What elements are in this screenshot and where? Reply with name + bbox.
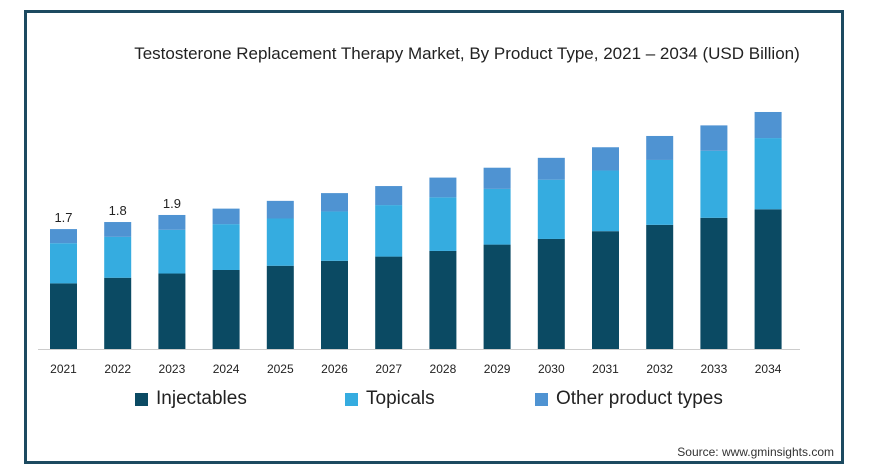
bar-topicals-2022: [104, 236, 132, 278]
bar-topicals-2028: [429, 197, 457, 251]
bar-topicals-2025: [266, 218, 294, 266]
bar-other-product-types-2027: [375, 186, 403, 206]
bar-other-product-types-2022: [104, 222, 132, 237]
x-tick-label-2033: 2033: [701, 362, 728, 376]
x-tick-label-2022: 2022: [104, 362, 131, 376]
x-tick-label-2025: 2025: [267, 362, 294, 376]
legend-item-other: Other product types: [535, 388, 723, 410]
bar-injectables-2034: [754, 209, 782, 349]
bar-injectables-2027: [375, 256, 403, 349]
chart-title: Testosterone Replacement Therapy Market,…: [134, 44, 800, 63]
bar-other-product-types-2026: [321, 193, 348, 212]
bar-injectables-2022: [104, 277, 132, 349]
legend-label-injectables: Injectables: [156, 388, 247, 409]
legend-item-topicals: Topicals: [345, 388, 435, 410]
x-tick-label-2023: 2023: [159, 362, 186, 376]
bar-other-product-types-2029: [483, 167, 511, 189]
bar-injectables-2032: [646, 224, 674, 349]
x-tick-label-2026: 2026: [321, 362, 348, 376]
bar-topicals-2027: [375, 205, 403, 257]
x-tick-label-2028: 2028: [430, 362, 457, 376]
x-tick-label-2031: 2031: [592, 362, 619, 376]
bar-other-product-types-2034: [754, 111, 782, 139]
bar-topicals-2034: [754, 138, 782, 210]
bar-topicals-2030: [537, 179, 565, 239]
bar-topicals-2023: [158, 229, 186, 274]
data-label-2023: 1.9: [163, 196, 181, 211]
x-tick-label-2021: 2021: [50, 362, 77, 376]
x-tick-label-2029: 2029: [484, 362, 511, 376]
legend-swatch-injectables: [135, 392, 148, 406]
bar-other-product-types-2025: [266, 200, 294, 219]
bar-injectables-2028: [429, 250, 457, 349]
data-label-2022: 1.8: [109, 203, 127, 218]
bar-injectables-2029: [483, 244, 511, 349]
x-tick-label-2032: 2032: [646, 362, 673, 376]
bar-other-product-types-2023: [158, 214, 186, 230]
legend-item-injectables: Injectables: [135, 388, 247, 410]
bar-other-product-types-2032: [646, 135, 674, 160]
data-label-2021: 1.7: [54, 210, 72, 225]
bar-topicals-2024: [212, 224, 240, 270]
bar-injectables-2031: [592, 231, 619, 349]
legend: Injectables Topicals Other product types: [0, 388, 894, 412]
bar-other-product-types-2030: [537, 157, 565, 180]
bar-injectables-2033: [700, 217, 728, 349]
source-note: Source: www.gminsights.com: [677, 445, 834, 459]
bar-other-product-types-2031: [592, 147, 619, 171]
x-tick-label-2034: 2034: [755, 362, 782, 376]
bar-injectables-2023: [158, 273, 186, 349]
legend-label-other: Other product types: [556, 388, 723, 409]
bar-injectables-2021: [50, 283, 77, 349]
x-tick-label-2024: 2024: [213, 362, 240, 376]
bar-injectables-2026: [321, 260, 348, 349]
bar-injectables-2030: [537, 238, 565, 349]
bar-topicals-2033: [700, 150, 728, 218]
bar-topicals-2021: [50, 243, 77, 284]
x-tick-label-2027: 2027: [375, 362, 402, 376]
bar-topicals-2026: [321, 211, 348, 261]
bar-other-product-types-2024: [212, 208, 240, 225]
x-tick-label-2030: 2030: [538, 362, 565, 376]
bar-topicals-2032: [646, 159, 674, 225]
bar-other-product-types-2021: [50, 229, 77, 244]
legend-swatch-topicals: [345, 392, 358, 406]
bar-injectables-2024: [212, 269, 240, 349]
bar-other-product-types-2033: [700, 125, 728, 151]
legend-swatch-other: [535, 392, 548, 406]
bar-topicals-2031: [592, 170, 619, 232]
bar-topicals-2029: [483, 188, 511, 245]
bar-other-product-types-2028: [429, 177, 457, 198]
legend-label-topicals: Topicals: [366, 388, 435, 409]
bar-injectables-2025: [266, 265, 294, 349]
